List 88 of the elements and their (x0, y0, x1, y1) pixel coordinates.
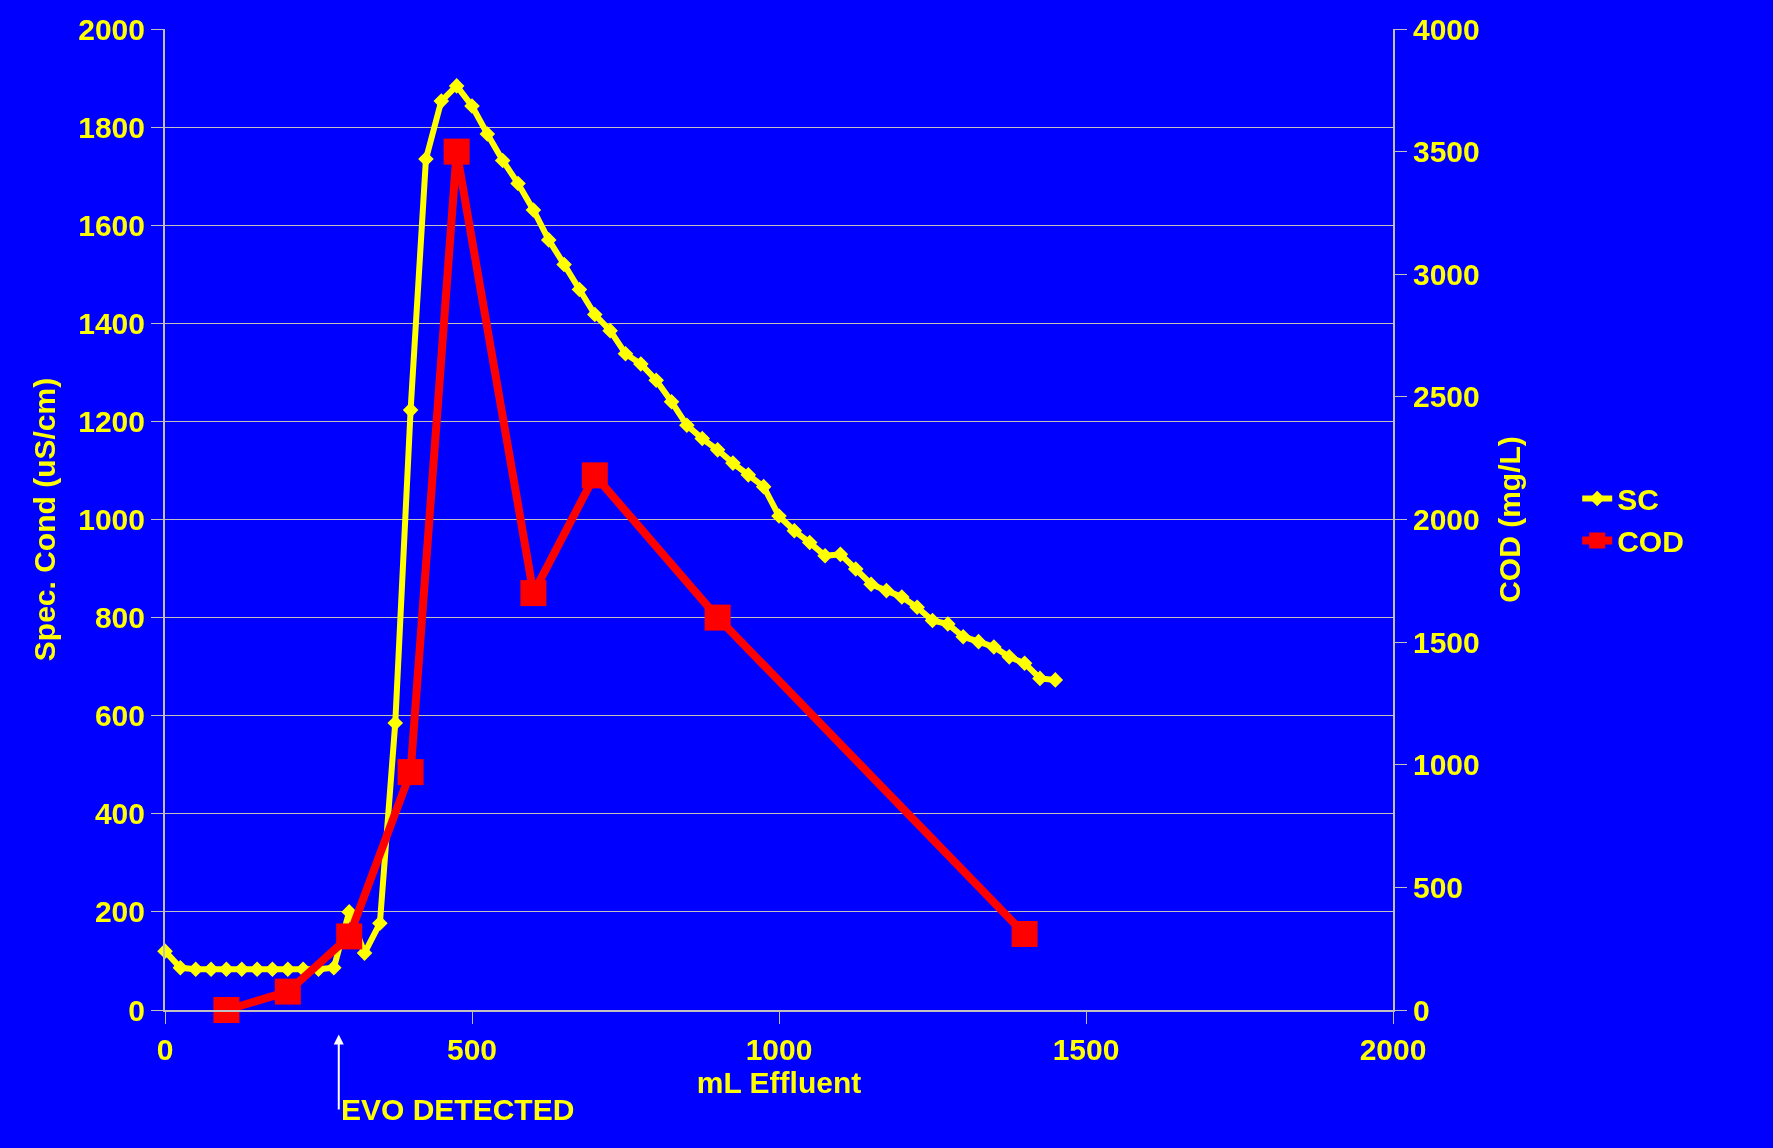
point (397, 759, 424, 786)
point (970, 633, 987, 650)
x-axis-title: mL Effluent (696, 1066, 862, 1099)
y-tick-label: 1800 (78, 110, 145, 144)
x-tick-label: 0 (156, 1033, 174, 1066)
point (494, 152, 511, 169)
point (709, 442, 726, 458)
y2-tick-label: 0 (1413, 993, 1430, 1027)
x-tick-label: 2000 (1359, 1033, 1427, 1066)
y2-tick-label: 4000 (1413, 12, 1480, 46)
point (955, 628, 971, 645)
point (786, 522, 803, 539)
point (525, 202, 542, 218)
point (1001, 649, 1018, 665)
y2-tick-label: 1000 (1413, 748, 1480, 782)
point (894, 589, 910, 605)
point (663, 393, 680, 410)
point (878, 582, 895, 599)
point (326, 960, 342, 976)
point (433, 93, 450, 109)
y-tick-label: 800 (94, 601, 145, 635)
y-tick-label: 1200 (78, 404, 145, 438)
y2-axis-title: COD (mg/L) (1492, 436, 1526, 603)
point (755, 478, 772, 495)
point (387, 715, 404, 731)
point (679, 417, 695, 434)
point (924, 612, 941, 629)
point (602, 322, 618, 339)
point (817, 548, 833, 564)
y-tick-label: 0 (128, 993, 145, 1027)
legend-label: SC (1617, 483, 1659, 517)
y-tick-label: 400 (94, 797, 145, 831)
point (1011, 920, 1038, 947)
point (510, 175, 526, 192)
point (372, 915, 388, 931)
y-tick-label: 1000 (78, 503, 145, 536)
point (249, 961, 265, 978)
point (617, 345, 634, 362)
point (213, 997, 240, 1023)
point (356, 945, 373, 961)
point (479, 126, 496, 142)
y2-tick-label: 500 (1413, 870, 1464, 904)
point (771, 508, 787, 524)
point (1016, 655, 1033, 672)
point (940, 616, 956, 632)
point (418, 151, 434, 167)
point (274, 978, 301, 1005)
point (694, 430, 711, 447)
y-tick-label: 200 (94, 895, 145, 929)
point (1032, 670, 1048, 687)
y-tick-label: 600 (94, 699, 145, 733)
x-tick-label: 500 (446, 1033, 498, 1066)
point (986, 639, 1002, 655)
text: EVO DETECTED (341, 1093, 575, 1126)
point (203, 961, 219, 978)
y-tick-label: 1400 (78, 306, 145, 340)
point (172, 960, 189, 976)
legend-label: COD (1617, 525, 1684, 559)
point (448, 78, 465, 94)
point (581, 462, 608, 489)
point (336, 923, 363, 950)
point (801, 534, 818, 551)
point (571, 281, 588, 298)
point (648, 372, 664, 388)
y2-tick-label: 3500 (1413, 135, 1480, 169)
point (520, 580, 547, 607)
y2-tick-label: 2000 (1413, 503, 1480, 536)
y-tick-label: 2000 (78, 12, 145, 46)
point (464, 98, 480, 114)
point (863, 576, 879, 593)
point (443, 138, 470, 165)
point (725, 455, 741, 471)
point (847, 561, 864, 577)
y-tick-label: 1600 (78, 208, 145, 242)
y-axis-title: Spec. Cond (uS/cm) (27, 377, 61, 662)
point (587, 306, 603, 323)
point (556, 256, 572, 273)
x-tick-label: 1500 (1052, 1033, 1120, 1066)
y2-tick-label: 2500 (1413, 380, 1480, 414)
y2-tick-label: 1500 (1413, 625, 1480, 659)
point (540, 232, 557, 248)
point (704, 604, 731, 631)
y2-tick-label: 3000 (1413, 257, 1480, 291)
x-tick-label: 1000 (745, 1033, 813, 1066)
point (1047, 672, 1064, 688)
point (740, 467, 757, 483)
point (909, 599, 925, 616)
point (633, 356, 649, 372)
